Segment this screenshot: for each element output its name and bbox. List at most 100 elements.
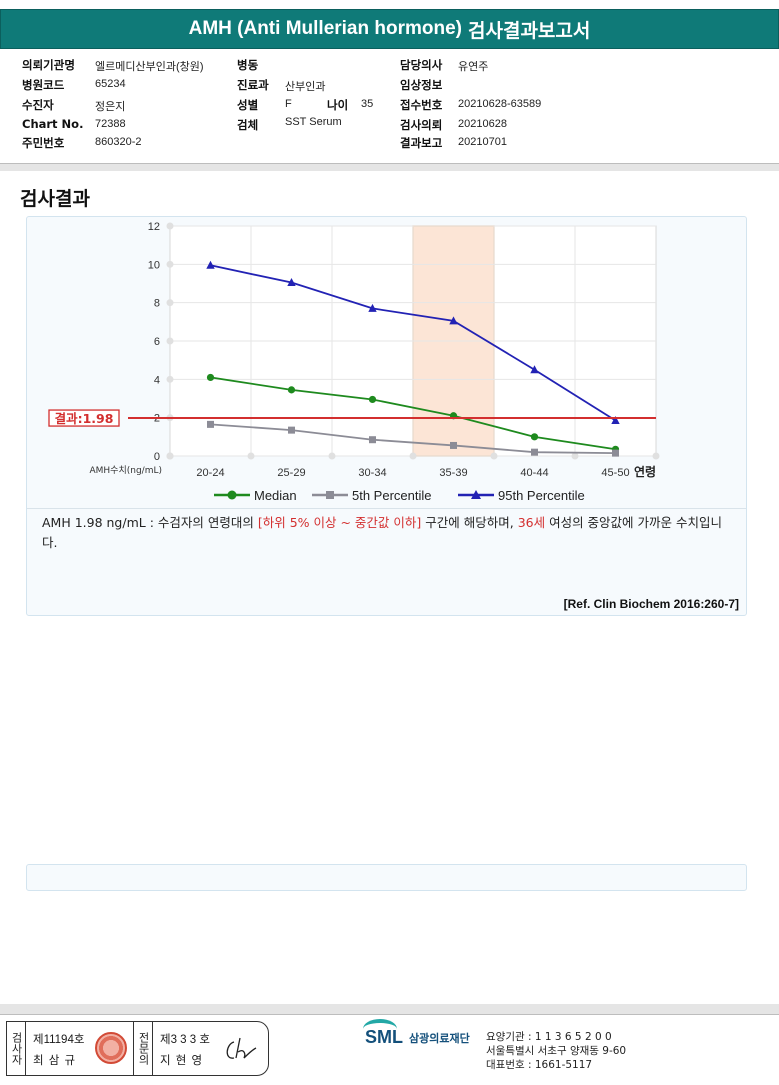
amh-age-chart: 02468101220-2425-2930-3435-3940-4445-50연… [48,221,660,503]
result-description: AMH 1.98 ng/mL : 수검자의 연령대의 [하위 5% 이상 ~ 중… [42,513,732,553]
inspector-label: 검사자 [10,1032,23,1065]
p95-point [206,260,215,269]
clinical-label: 임상정보 [400,78,443,92]
y-tick-dot [166,337,174,345]
section-title: 검사결과 [20,188,90,210]
series-line-median [210,376,616,451]
notes-panel [26,864,747,891]
org-phone: 대표번호 : 1661-5117 [486,1059,593,1071]
header-divider [0,163,779,171]
y-tick-dot [166,375,174,383]
x-tick-label: 30-34 [358,467,386,479]
legend-marker-p95 [471,490,481,499]
org-address: 서울특별시 서초구 양재동 9-60 [486,1045,627,1057]
legend-label: 95th Percentile [498,488,585,503]
institution-value: 엘르메디산부인과(창원) [95,61,204,73]
x-tick-dot [166,452,174,460]
y-tick-label: 4 [154,374,160,386]
p95-point [530,365,539,374]
p5-point [450,441,457,449]
p5-point [288,426,295,434]
code-label: 병원코드 [22,78,65,92]
sml-logo-mark: SML [363,1019,403,1048]
median-point [287,386,296,394]
x-tick-dot [409,452,417,460]
report-title-ko: 검사결과보고서 [468,20,591,42]
specimen-value: SST Serum [285,116,342,128]
y-tick-label: 0 [154,451,160,463]
y-tick-dot [166,260,174,268]
chart-divider [27,508,746,509]
inspector-seal [95,1032,127,1064]
desc-range: [하위 5% 이상 ~ 중간값 이하] [257,515,422,530]
specialist-signature [226,1037,257,1059]
chart-no-value: 72388 [95,118,126,130]
inspector-label-cell: 검사자 [7,1022,26,1075]
reference-citation: [Ref. Clin Biochem 2016:260-7] [563,597,739,611]
doctor-value: 유연주 [458,61,489,73]
doctor-label: 담당의사 [400,58,443,72]
median-point [530,433,539,441]
legend-marker-median [227,490,237,500]
desc-text-1: AMH 1.98 ng/mL : 수검자의 연령대의 [42,515,258,530]
legend-label: Median [254,488,297,503]
p5-point [612,449,619,457]
sml-logo: SML 삼광의료재단 [363,1019,470,1048]
report-title-bar: AMH (Anti Mullerian hormone) 검사결과보고서 [0,9,779,49]
p95-point [287,278,296,287]
specialist-label-cell: 전문의 [133,1022,153,1075]
p95-point [449,316,458,325]
specialist-no: 제3 3 3 호 [160,1034,210,1046]
ward-label: 병동 [237,58,259,72]
x-tick-dot [247,452,255,460]
desc-age: 36세 [517,515,546,530]
x-tick-dot [328,452,336,460]
p95-point [368,303,377,312]
desc-text-3: 여성의 중앙값에 가까운 수치입니다. [42,515,722,550]
request-label: 검사의뢰 [400,118,443,132]
specimen-label: 검체 [237,118,259,132]
org-code: 요양기관 : 1 1 3 6 5 2 0 0 [486,1031,612,1043]
y-tick-label: 6 [154,336,160,348]
org-info: 요양기관 : 1 1 3 6 5 2 0 0 서울특별시 서초구 양재동 9-6… [486,1030,626,1072]
id-value: 860320-2 [95,136,142,148]
report-title-en: AMH (Anti Mullerian hormone) [188,18,462,39]
id-label: 주민번호 [22,136,65,150]
receipt-value: 20210628-63589 [458,98,542,110]
patient-info: 의뢰기관명 엘르메디산부인과(창원) 병원코드 65234 수진자 정은지 Ch… [0,55,779,160]
p95-point [611,416,620,425]
age-value: 35 [361,98,374,110]
patient-value: 정은지 [95,101,126,113]
x-tick-label: 40-44 [520,467,548,479]
series-line-5th-percentile [210,423,616,455]
age-label: 나이 [327,98,349,112]
patient-label: 수진자 [22,98,54,112]
y-axis-title: AMH수치(ng/mL) [89,464,162,476]
request-value: 20210628 [458,118,507,130]
result-label-box [48,409,120,427]
p5-point [531,448,538,456]
sex-value: F [285,98,292,110]
y-tick-label: 8 [154,298,160,310]
specialist-name: 지 현 영 [160,1055,204,1067]
report-date-label: 결과보고 [400,136,443,150]
x-tick-dot [652,452,660,460]
x-tick-label: 35-39 [439,467,467,479]
x-tick-label: 20-24 [196,467,224,479]
y-tick-label: 10 [148,259,160,271]
series-line-95th-percentile [210,264,616,422]
median-point [368,395,377,404]
signature-box: 검사자 제11194호 최 삼 규 전문의 제3 3 3 호 지 현 영 [6,1021,269,1076]
p5-point [369,436,376,444]
institution-label: 의뢰기관명 [22,58,75,72]
footer-divider [0,1004,779,1015]
inspector-name: 최 삼 규 [33,1055,77,1067]
dept-label: 진료과 [237,78,269,92]
chart-no-label: Chart No. [22,117,84,131]
desc-text-2: 구간에 해당하며, [421,515,518,530]
legend-marker-p5 [326,491,334,499]
legend-label: 5th Percentile [352,488,432,503]
y-tick-label: 12 [148,221,160,233]
median-point [206,373,215,382]
x-tick-dot [571,452,579,460]
